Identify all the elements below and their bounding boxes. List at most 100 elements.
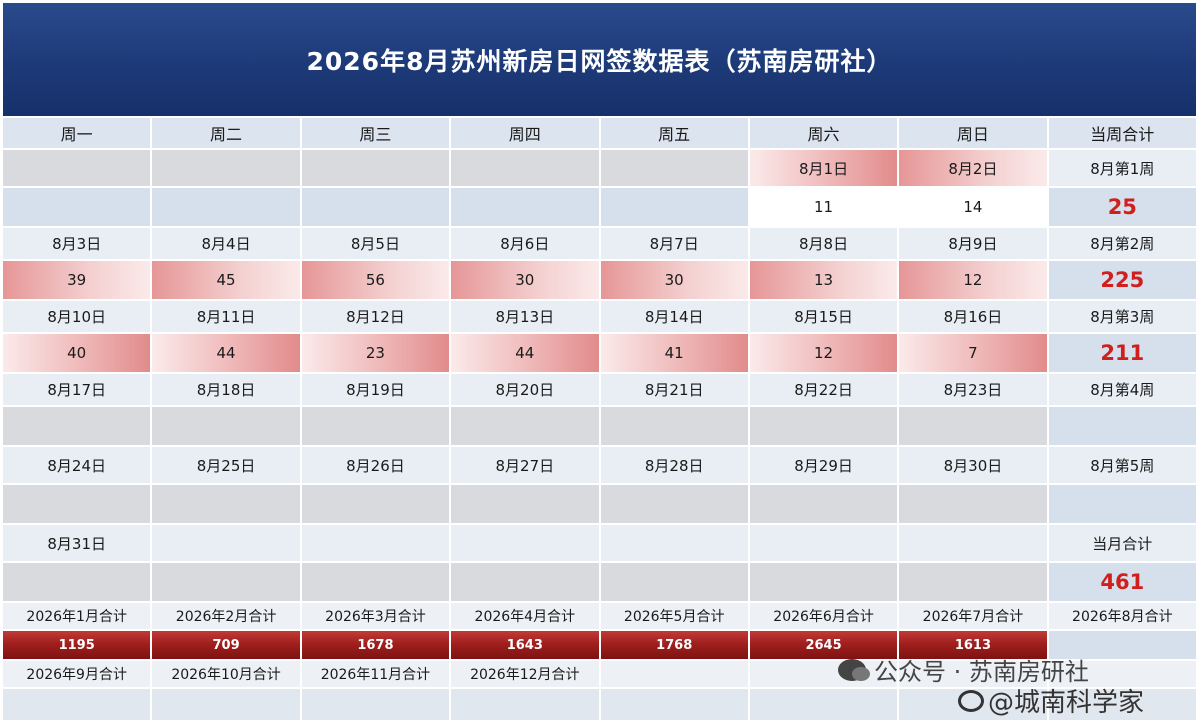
week-total-value: 25: [1048, 188, 1196, 228]
month-label: 2026年3月合计: [301, 603, 450, 631]
value-cell: 30: [451, 261, 599, 301]
month-value: 1768: [600, 631, 748, 661]
month-total-label: 当月合计: [1048, 525, 1196, 563]
month-label: [899, 661, 1047, 689]
week-total-value: 211: [1048, 334, 1196, 374]
month-label: 2026年4月合计: [451, 603, 599, 631]
month-label: 2026年1月合计: [3, 603, 151, 631]
value-cell: 30: [600, 261, 748, 301]
value-cell: [600, 485, 748, 525]
date-cell: 8月29日: [749, 447, 898, 485]
value-cell: 13: [749, 261, 898, 301]
date-cell: 8月27日: [451, 447, 599, 485]
date-cell: [749, 525, 898, 563]
weekday-header: 周日: [899, 118, 1047, 150]
value-cell: 12: [899, 261, 1047, 301]
date-cell: 8月20日: [451, 374, 599, 407]
date-cell: 8月12日: [301, 301, 450, 334]
month-value: 1195: [3, 631, 151, 661]
weekday-header: 周二: [152, 118, 300, 150]
value-cell: [301, 485, 450, 525]
month-label: 2026年11月合计: [301, 661, 450, 689]
value-cell: 56: [301, 261, 450, 301]
month-value: 1613: [899, 631, 1047, 661]
date-cell: 8月8日: [749, 228, 898, 261]
value-cell: [3, 485, 151, 525]
date-cell: 8月19日: [301, 374, 450, 407]
week-total-value: [1048, 407, 1196, 447]
date-cell: [152, 525, 300, 563]
value-cell: 39: [3, 261, 151, 301]
value-cell: [301, 563, 450, 603]
date-cell: 8月10日: [3, 301, 151, 334]
value-cell: [600, 563, 748, 603]
date-cell: 8月1日: [749, 150, 898, 188]
date-cell: 8月24日: [3, 447, 151, 485]
value-cell: [749, 407, 898, 447]
value-cell: 44: [451, 334, 599, 374]
date-cell: 8月17日: [3, 374, 151, 407]
week-total-value: [1048, 485, 1196, 525]
month-value: [1048, 689, 1196, 722]
month-label: 2026年9月合计: [3, 661, 151, 689]
date-cell: 8月7日: [600, 228, 748, 261]
title-banner: 2026年8月苏州新房日网签数据表（苏南房研社）: [3, 3, 1196, 116]
watermark-wechat: 公众号 · 苏南房研社: [838, 652, 1089, 687]
value-cell: 23: [301, 334, 450, 374]
watermark-account: 公众号 · 苏南房研社: [874, 658, 1089, 686]
date-cell: 8月16日: [899, 301, 1047, 334]
value-cell: [749, 485, 898, 525]
date-cell: 8月11日: [152, 301, 300, 334]
weekday-header: 周五: [600, 118, 748, 150]
weekday-header: 周六: [749, 118, 898, 150]
watermark-weibo: @城南科学家: [958, 682, 1144, 719]
week-total-header: 当周合计: [1048, 118, 1196, 150]
date-cell: [899, 525, 1047, 563]
value-cell: 7: [899, 334, 1047, 374]
value-cell: 41: [600, 334, 748, 374]
value-cell: [451, 563, 599, 603]
value-cell: 40: [3, 334, 151, 374]
month-value: [301, 689, 450, 722]
date-cell: 8月28日: [600, 447, 748, 485]
date-cell: 8月14日: [600, 301, 748, 334]
week-total-value: 225: [1048, 261, 1196, 301]
value-cell: 45: [152, 261, 300, 301]
watermark-handle: @城南科学家: [988, 688, 1145, 718]
month-label: 2026年2月合计: [152, 603, 300, 631]
value-cell: [3, 407, 151, 447]
date-cell: 8月26日: [301, 447, 450, 485]
month-label: [749, 661, 898, 689]
date-cell: 8月25日: [152, 447, 300, 485]
month-value: [1048, 631, 1196, 661]
week-label: 8月第5周: [1048, 447, 1196, 485]
date-cell: [3, 150, 151, 188]
date-cell: [451, 150, 599, 188]
watermark: 公众号 · 苏南房研社 @城南科学家: [838, 652, 1198, 722]
month-value: [600, 689, 748, 722]
week-label: 8月第1周: [1048, 150, 1196, 188]
value-cell: 12: [749, 334, 898, 374]
month-label: 2026年5月合计: [600, 603, 748, 631]
date-cell: 8月9日: [899, 228, 1047, 261]
month-total-value: 461: [1048, 563, 1196, 603]
month-value: [451, 689, 599, 722]
value-cell: [301, 188, 450, 228]
date-cell: 8月5日: [301, 228, 450, 261]
date-cell: 8月15日: [749, 301, 898, 334]
month-value: 2645: [749, 631, 898, 661]
date-cell: 8月3日: [3, 228, 151, 261]
month-label: 2026年8月合计: [1048, 603, 1196, 631]
page-title: 2026年8月苏州新房日网签数据表（苏南房研社）: [306, 46, 893, 76]
date-cell: 8月13日: [451, 301, 599, 334]
value-cell: [899, 485, 1047, 525]
date-cell: 8月4日: [152, 228, 300, 261]
value-cell: [152, 188, 300, 228]
wechat-icon: [838, 658, 870, 681]
weekday-header: 周一: [3, 118, 151, 150]
value-cell: [600, 188, 748, 228]
week-label: 8月第3周: [1048, 301, 1196, 334]
date-cell: [600, 525, 748, 563]
value-cell: [600, 407, 748, 447]
value-cell: [451, 407, 599, 447]
